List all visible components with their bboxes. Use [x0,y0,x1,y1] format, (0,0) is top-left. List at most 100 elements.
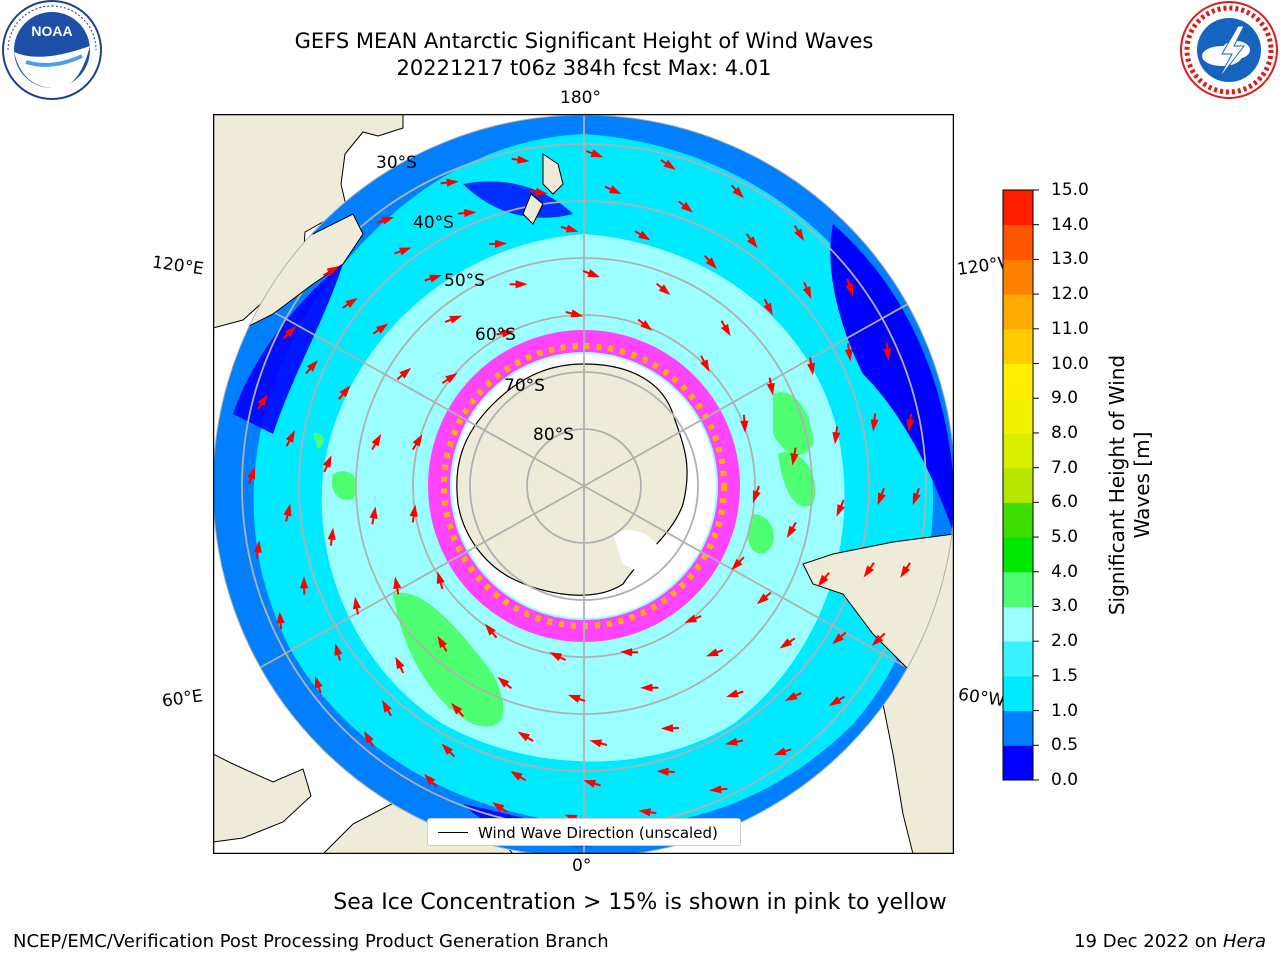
colorbar-border [1002,189,1034,781]
wave-direction-arrowhead [441,743,454,755]
colorbar-segment [1003,328,1033,365]
lat-label-40s: 40°S [413,213,454,233]
wave-direction-arrowhead [705,257,717,270]
colorbar-tick-label: 7.0 [1051,457,1079,478]
wave-direction-arrowhead [756,593,769,605]
wave-direction-arrowhead [352,596,361,610]
wave-direction-arrowhead [253,540,262,553]
wave-direction-arrowhead [660,724,674,733]
wave-direction-arrowhead [446,178,459,187]
wave-direction-arrowhead [484,623,496,636]
footer-date: 19 Dec 2022 on Hera [1074,931,1266,952]
lat-label-80s: 80°S [533,425,574,445]
wave-direction-arrowhead [766,382,775,396]
wave-direction-arrowhead [845,283,854,297]
colorbar-segment [1003,398,1033,434]
chart-title: GEFS MEAN Antarctic Significant Height o… [294,29,874,53]
noaa-logo: NOAA [2,0,102,100]
svg-text:NOAA: NOAA [31,23,72,39]
wave-direction-arrowhead [300,576,309,589]
wave-direction-arrowhead [608,185,622,195]
colorbar-segment [1003,745,1033,781]
wave-direction-arrowhead [900,565,911,578]
colorbar-segment [1003,537,1033,573]
wave-direction-arrowhead [382,699,392,713]
wave-direction-arrowhead [463,208,477,218]
wave-direction-arrowhead [510,770,523,781]
colorbar-segment [1003,363,1033,399]
wave-direction-arrowhead [285,430,296,443]
wave-direction-arrowhead [773,747,787,756]
wave-direction-arrowhead [549,652,563,662]
wave-direction-arrowhead [640,320,653,331]
wave-direction-arrowhead [883,348,892,361]
colorbar-tick-label: 5.0 [1051,527,1079,548]
colorbar-segment [1003,224,1033,260]
lon-label-180: 180° [560,88,601,108]
polar-map [213,114,954,854]
wave-direction-arrowhead [437,635,448,649]
wave-direction-arrowhead [794,228,805,242]
wave-direction-arrowhead [334,643,343,656]
caption: Sea Ice Concentration > 15% is shown in … [333,890,947,915]
lon-label-60e: 60°E [160,686,205,712]
colorbar-segment [1003,190,1033,226]
colorbar-tick-label: 2.0 [1051,631,1079,652]
wave-direction-arrowhead [779,638,793,649]
wave-direction-arrowhead [836,504,845,517]
wave-direction-arrowhead [786,525,797,539]
wave-direction-arrowhead [684,614,698,623]
wave-direction-arrowhead [257,394,268,407]
wave-direction-arrowhead [700,359,710,372]
colorbar-tick-label: 12.0 [1051,284,1089,305]
wave-direction-arrowhead [709,785,722,794]
wave-direction-arrowhead [638,230,651,241]
colorbar-title-line1: Significant Height of Wind [1105,354,1129,616]
footer-date-text: 19 Dec 2022 on [1074,931,1223,952]
legend-label: Wind Wave Direction (unscaled) [478,824,718,842]
wave-direction-arrowhead [784,692,798,701]
wave-direction-arrowhead [638,808,651,817]
wave-direction-arrowhead [570,309,584,318]
wave-direction-arrowhead [449,315,463,324]
wave-direction-arrowhead [323,455,332,468]
lon-label-0: 0° [572,856,592,876]
wave-direction-arrowhead [412,434,423,447]
colorbar-segment [1003,467,1033,503]
chart-subtitle: 20221217 t06z 384h fcst Max: 4.01 [396,56,772,80]
colorbar [1002,189,1039,781]
colorbar-segment [1003,294,1033,330]
wave-direction-arrowhead [590,149,604,158]
wave-direction-arrowhead [568,694,581,703]
wave-direction-arrowhead [656,767,669,776]
wave-direction-arrowhead [497,676,510,688]
wave-direction-arrowhead [451,702,463,715]
wave-direction-arrowhead [746,236,758,249]
wave-direction-arrowhead [663,159,676,170]
wave-direction-arrowhead [276,611,285,624]
lon-label-60w: 60°W [956,684,1007,712]
wave-direction-arrowhead [326,265,340,276]
wave-direction-arrowhead [583,779,597,788]
colorbar-tick-label: 1.0 [1051,700,1079,721]
wave-direction-arrowhead [398,247,412,256]
wave-direction-arrowhead [844,348,853,362]
colorbar-segment [1003,675,1033,712]
wave-direction-arrowhead [732,186,744,199]
colorbar-segment [1003,571,1033,607]
wave-direction-arrowhead [763,302,773,316]
lat-label-60s: 60°S [475,325,516,345]
wave-direction-arrowhead [284,326,297,338]
wave-direction-arrowhead [620,648,633,657]
colorbar-tick-label: 15.0 [1051,180,1089,200]
wave-direction-arrowhead [247,466,256,480]
wave-direction-arrowhead [731,558,743,571]
wave-direction-arrowhead [828,696,842,707]
wave-direction-arrowhead [587,269,600,278]
nws-logo [1180,1,1278,99]
wave-direction-arrowhead [492,802,505,813]
colorbar-tick-label: 9.0 [1051,388,1079,409]
legend-line-icon [438,832,468,833]
wave-direction-arrowhead [517,155,530,164]
footer-machine: Hera [1222,931,1266,952]
